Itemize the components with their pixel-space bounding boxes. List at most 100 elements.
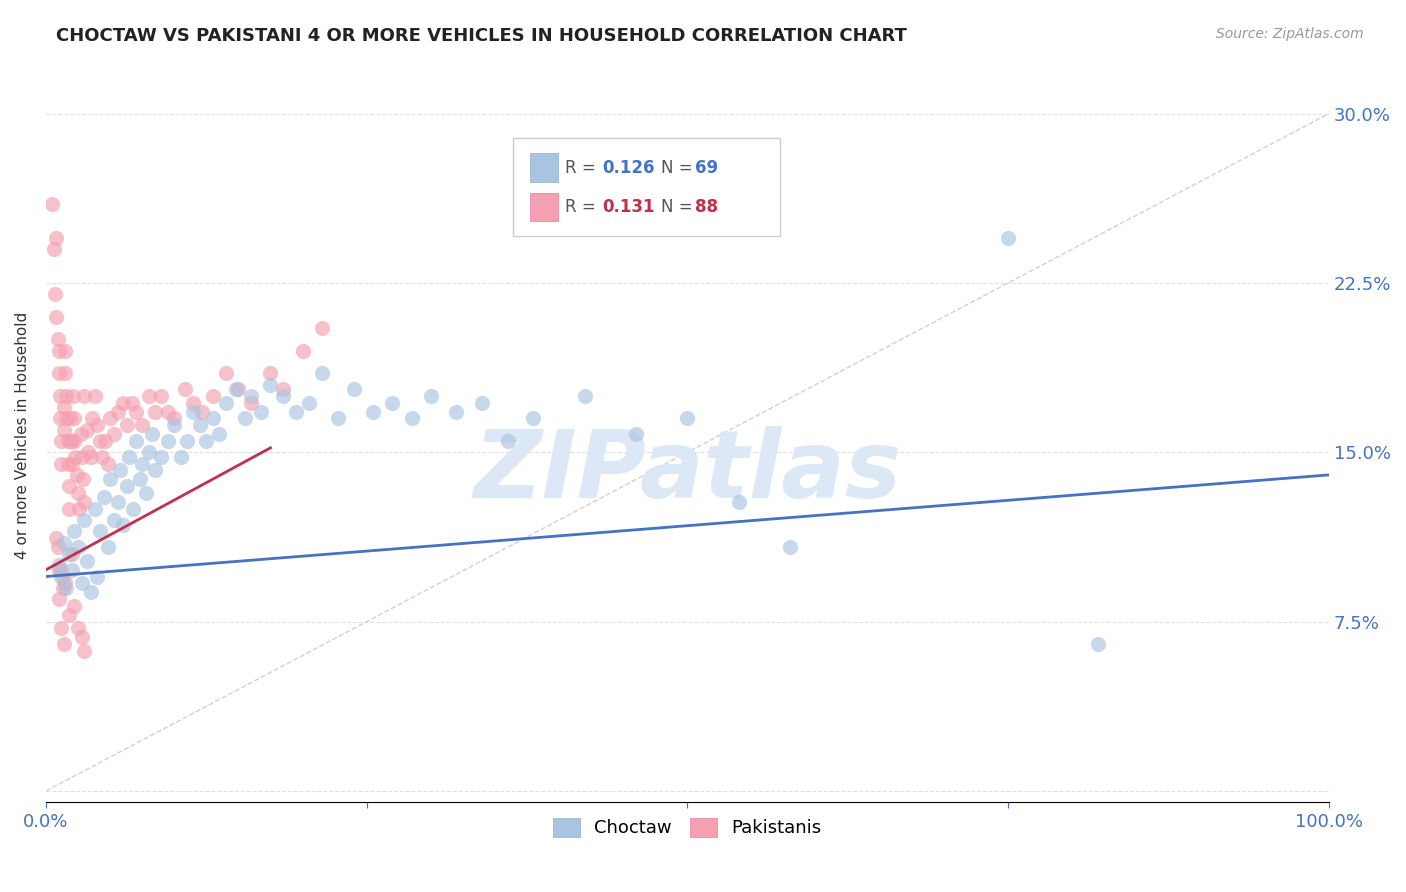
Point [48,367,70,381]
Point [122,501,145,516]
Point [52,535,75,549]
Point [44,287,66,301]
Point [69,427,91,442]
Point [183,395,205,409]
Point [201,389,224,403]
Point [60,434,83,448]
Point [58,547,80,561]
Point [98,472,121,486]
Point [271,389,294,403]
Point [42,242,65,256]
Point [188,418,211,433]
Point [58,479,80,493]
Point [93,491,115,505]
Point [163,418,186,433]
Point [195,434,218,448]
Point [125,434,148,448]
Point [63,524,86,539]
Point [128,472,150,486]
Point [201,411,224,425]
Point [259,367,281,381]
Point [343,382,366,396]
Point [125,405,148,419]
Point [89,524,111,539]
Text: R =: R = [565,159,602,177]
Point [143,463,166,477]
Point [96,457,118,471]
Point [76,423,98,437]
Point [52,423,75,437]
Point [94,434,117,448]
Point [70,576,93,591]
Point [45,531,67,545]
Point [58,501,80,516]
Point [83,389,105,403]
Text: 69: 69 [695,159,717,177]
Point [51,434,73,448]
Point [65,450,87,464]
Point [59,434,82,448]
Point [176,434,198,448]
Point [73,644,96,658]
Text: 0.131: 0.131 [602,198,654,216]
Point [52,569,75,583]
Text: 0.126: 0.126 [602,159,654,177]
Point [191,405,214,419]
Point [70,450,93,464]
Point [59,411,82,425]
Point [86,418,108,433]
Point [361,405,384,419]
Point [997,231,1019,245]
Point [67,622,90,636]
Point [60,563,83,577]
Point [70,631,93,645]
Point [73,513,96,527]
Point [76,554,98,568]
Point [471,395,494,409]
Point [83,501,105,516]
Point [446,405,468,419]
Point [225,382,247,396]
Point [58,607,80,622]
Point [103,427,125,442]
Point [110,463,132,477]
Point [51,457,73,471]
Point [311,367,333,381]
Point [67,486,90,500]
Point [311,321,333,335]
Point [131,457,153,471]
Point [51,569,73,583]
Point [131,418,153,433]
Point [121,395,143,409]
Point [135,486,157,500]
Point [240,395,263,409]
Point [138,445,160,459]
Point [107,495,129,509]
Point [381,395,404,409]
Point [111,395,134,409]
Point [103,513,125,527]
Point [55,389,77,403]
Point [183,405,205,419]
Point [72,472,94,486]
Point [156,405,179,419]
Point [45,231,67,245]
Point [67,501,90,516]
Point [62,389,84,403]
Point [46,333,69,347]
Point [676,411,699,425]
Point [522,411,544,425]
Point [138,389,160,403]
Point [91,450,114,464]
Text: N =: N = [661,198,697,216]
Point [259,377,281,392]
Point [56,434,79,448]
Point [250,405,273,419]
Point [66,467,89,482]
Text: N =: N = [661,159,697,177]
Point [51,563,73,577]
Point [82,411,104,425]
Point [107,405,129,419]
Point [51,622,73,636]
Point [52,400,75,414]
